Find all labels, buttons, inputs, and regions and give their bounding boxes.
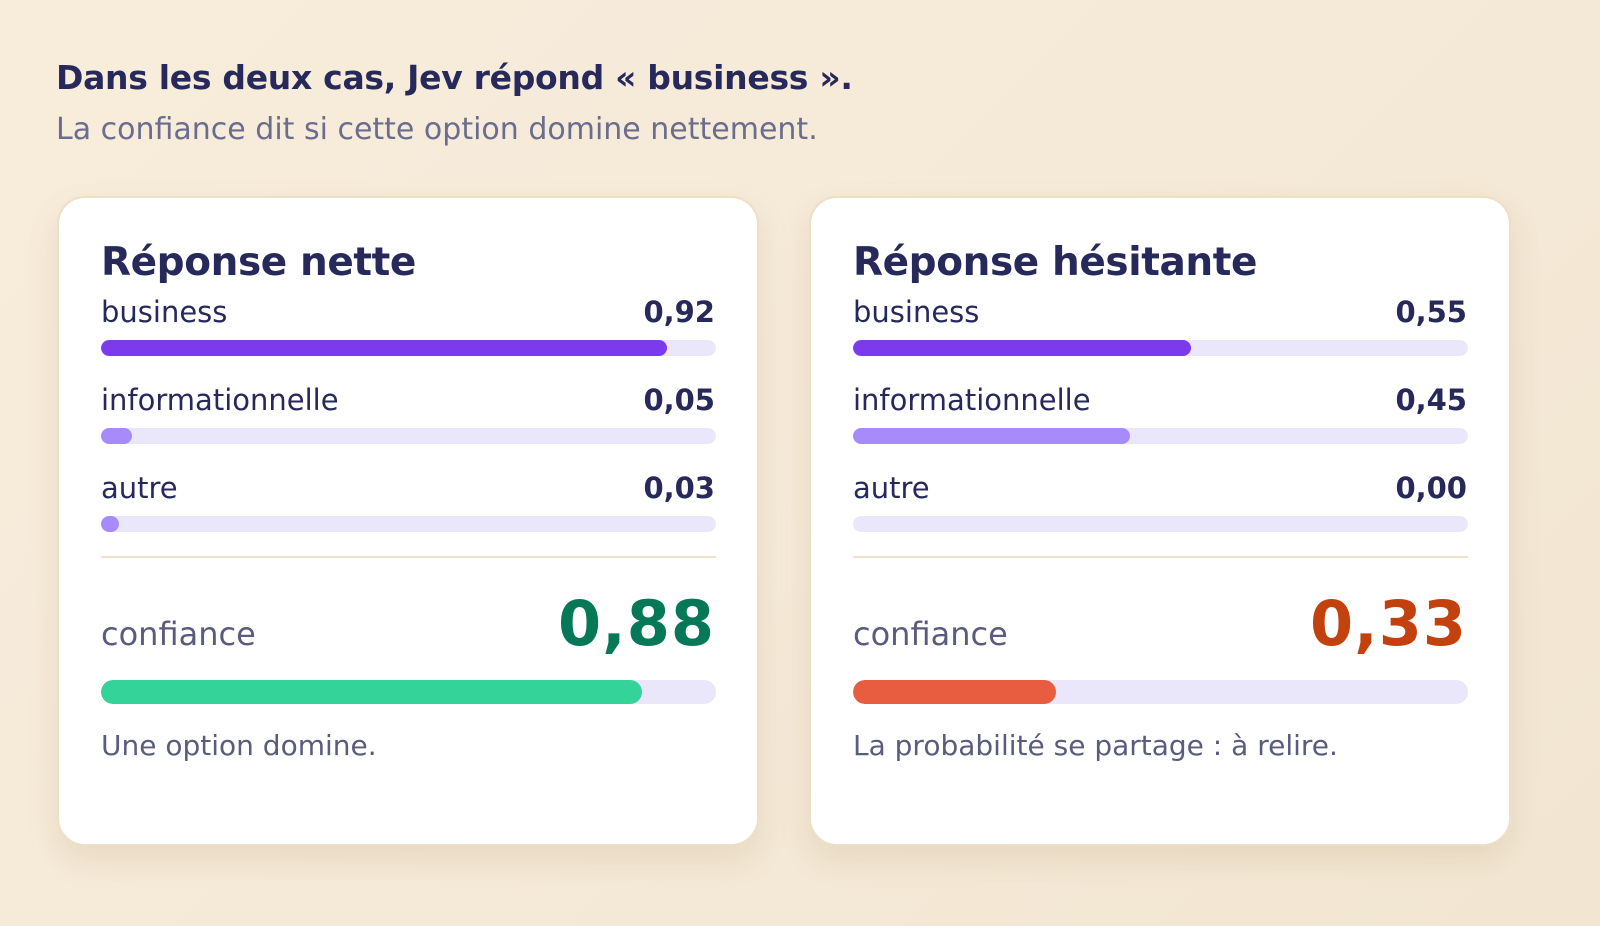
- probability-bar-track: [101, 428, 716, 444]
- row-value: 0,00: [1395, 471, 1467, 505]
- probability-row-informationnelle: informationnelle 0,05: [101, 380, 716, 444]
- page-subtitle: La confiance dit si cette option domine …: [56, 112, 818, 147]
- probability-row-autre: autre 0,03: [101, 468, 716, 532]
- confidence-value: 0,33: [1310, 587, 1467, 660]
- card-caption: Une option domine.: [101, 729, 377, 762]
- confidence-label: confiance: [853, 615, 1008, 653]
- page-title: Dans les deux cas, Jev répond « business…: [56, 58, 853, 97]
- probability-bar-track: [101, 516, 716, 532]
- divider: [853, 556, 1468, 558]
- card-caption: La probabilité se partage : à relire.: [853, 729, 1338, 762]
- probability-row-informationnelle: informationnelle 0,45: [853, 380, 1468, 444]
- confidence-header: confiance 0,88: [101, 586, 715, 662]
- row-value: 0,55: [1395, 295, 1467, 329]
- probability-row-business: business 0,92: [101, 292, 716, 356]
- card-reponse-nette: Réponse nette business 0,92 informationn…: [57, 196, 759, 846]
- probability-bar-track: [101, 340, 716, 356]
- probability-bar-track: [853, 428, 1468, 444]
- confidence-bar-track: [101, 680, 716, 704]
- probability-bar-fill: [853, 340, 1192, 356]
- row-value: 0,03: [643, 471, 715, 505]
- row-label: informationnelle: [853, 383, 1091, 417]
- row-label: business: [853, 295, 980, 329]
- row-value: 0,45: [1395, 383, 1467, 417]
- probability-bar-fill: [101, 428, 132, 444]
- probability-bar-fill: [101, 340, 667, 356]
- row-value: 0,92: [643, 295, 715, 329]
- confidence-bar-track: [853, 680, 1468, 704]
- card-title: Réponse hésitante: [853, 240, 1258, 285]
- row-value: 0,05: [643, 383, 715, 417]
- row-label: autre: [101, 471, 178, 505]
- row-label: business: [101, 295, 228, 329]
- row-label: informationnelle: [101, 383, 339, 417]
- probability-bar-fill: [101, 516, 120, 532]
- confidence-bar-fill: [101, 680, 643, 704]
- row-label: autre: [853, 471, 930, 505]
- confidence-label: confiance: [101, 615, 256, 653]
- probability-row-business: business 0,55: [853, 292, 1468, 356]
- probability-bar-fill: [853, 428, 1130, 444]
- probability-bar-track: [853, 340, 1468, 356]
- confidence-header: confiance 0,33: [853, 586, 1467, 662]
- header: Dans les deux cas, Jev répond « business…: [56, 54, 1536, 150]
- card-title: Réponse nette: [101, 240, 416, 285]
- confidence-value: 0,88: [558, 587, 715, 660]
- cards-container: Réponse nette business 0,92 informationn…: [57, 196, 1511, 846]
- card-reponse-hesitante: Réponse hésitante business 0,55 informat…: [809, 196, 1511, 846]
- divider: [101, 556, 716, 558]
- probability-bar-track: [853, 516, 1468, 532]
- probability-row-autre: autre 0,00: [853, 468, 1468, 532]
- confidence-bar-fill: [853, 680, 1056, 704]
